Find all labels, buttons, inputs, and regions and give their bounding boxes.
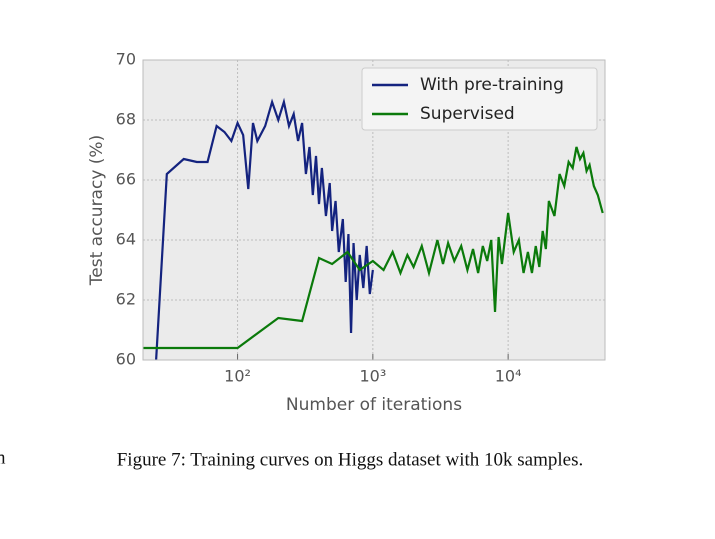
y-tick-label: 66: [116, 170, 136, 189]
y-tick-label: 70: [116, 50, 136, 69]
y-axis-label: Test accuracy (%): [87, 135, 107, 286]
plot-frame: [142, 59, 606, 361]
x-tick-label: 10⁴: [495, 367, 522, 386]
y-tick-label: 62: [116, 290, 136, 309]
caption: Figure 7: Training curves on Higgs datas…: [117, 449, 584, 470]
series-line: [143, 146, 604, 350]
x-tick-label: 10²: [224, 367, 251, 386]
y-tick-label: 68: [116, 110, 136, 129]
legend-label: Supervised: [420, 104, 515, 124]
legend-label: With pre-training: [420, 75, 564, 95]
x-axis-label: Number of iterations: [286, 395, 462, 415]
y-tick-label: 64: [116, 230, 136, 249]
legend-box: [361, 67, 598, 131]
margin-text: n: [0, 447, 6, 468]
y-tick-label: 60: [116, 350, 136, 369]
x-tick-label: 10³: [359, 367, 386, 386]
series-line: [155, 97, 374, 361]
